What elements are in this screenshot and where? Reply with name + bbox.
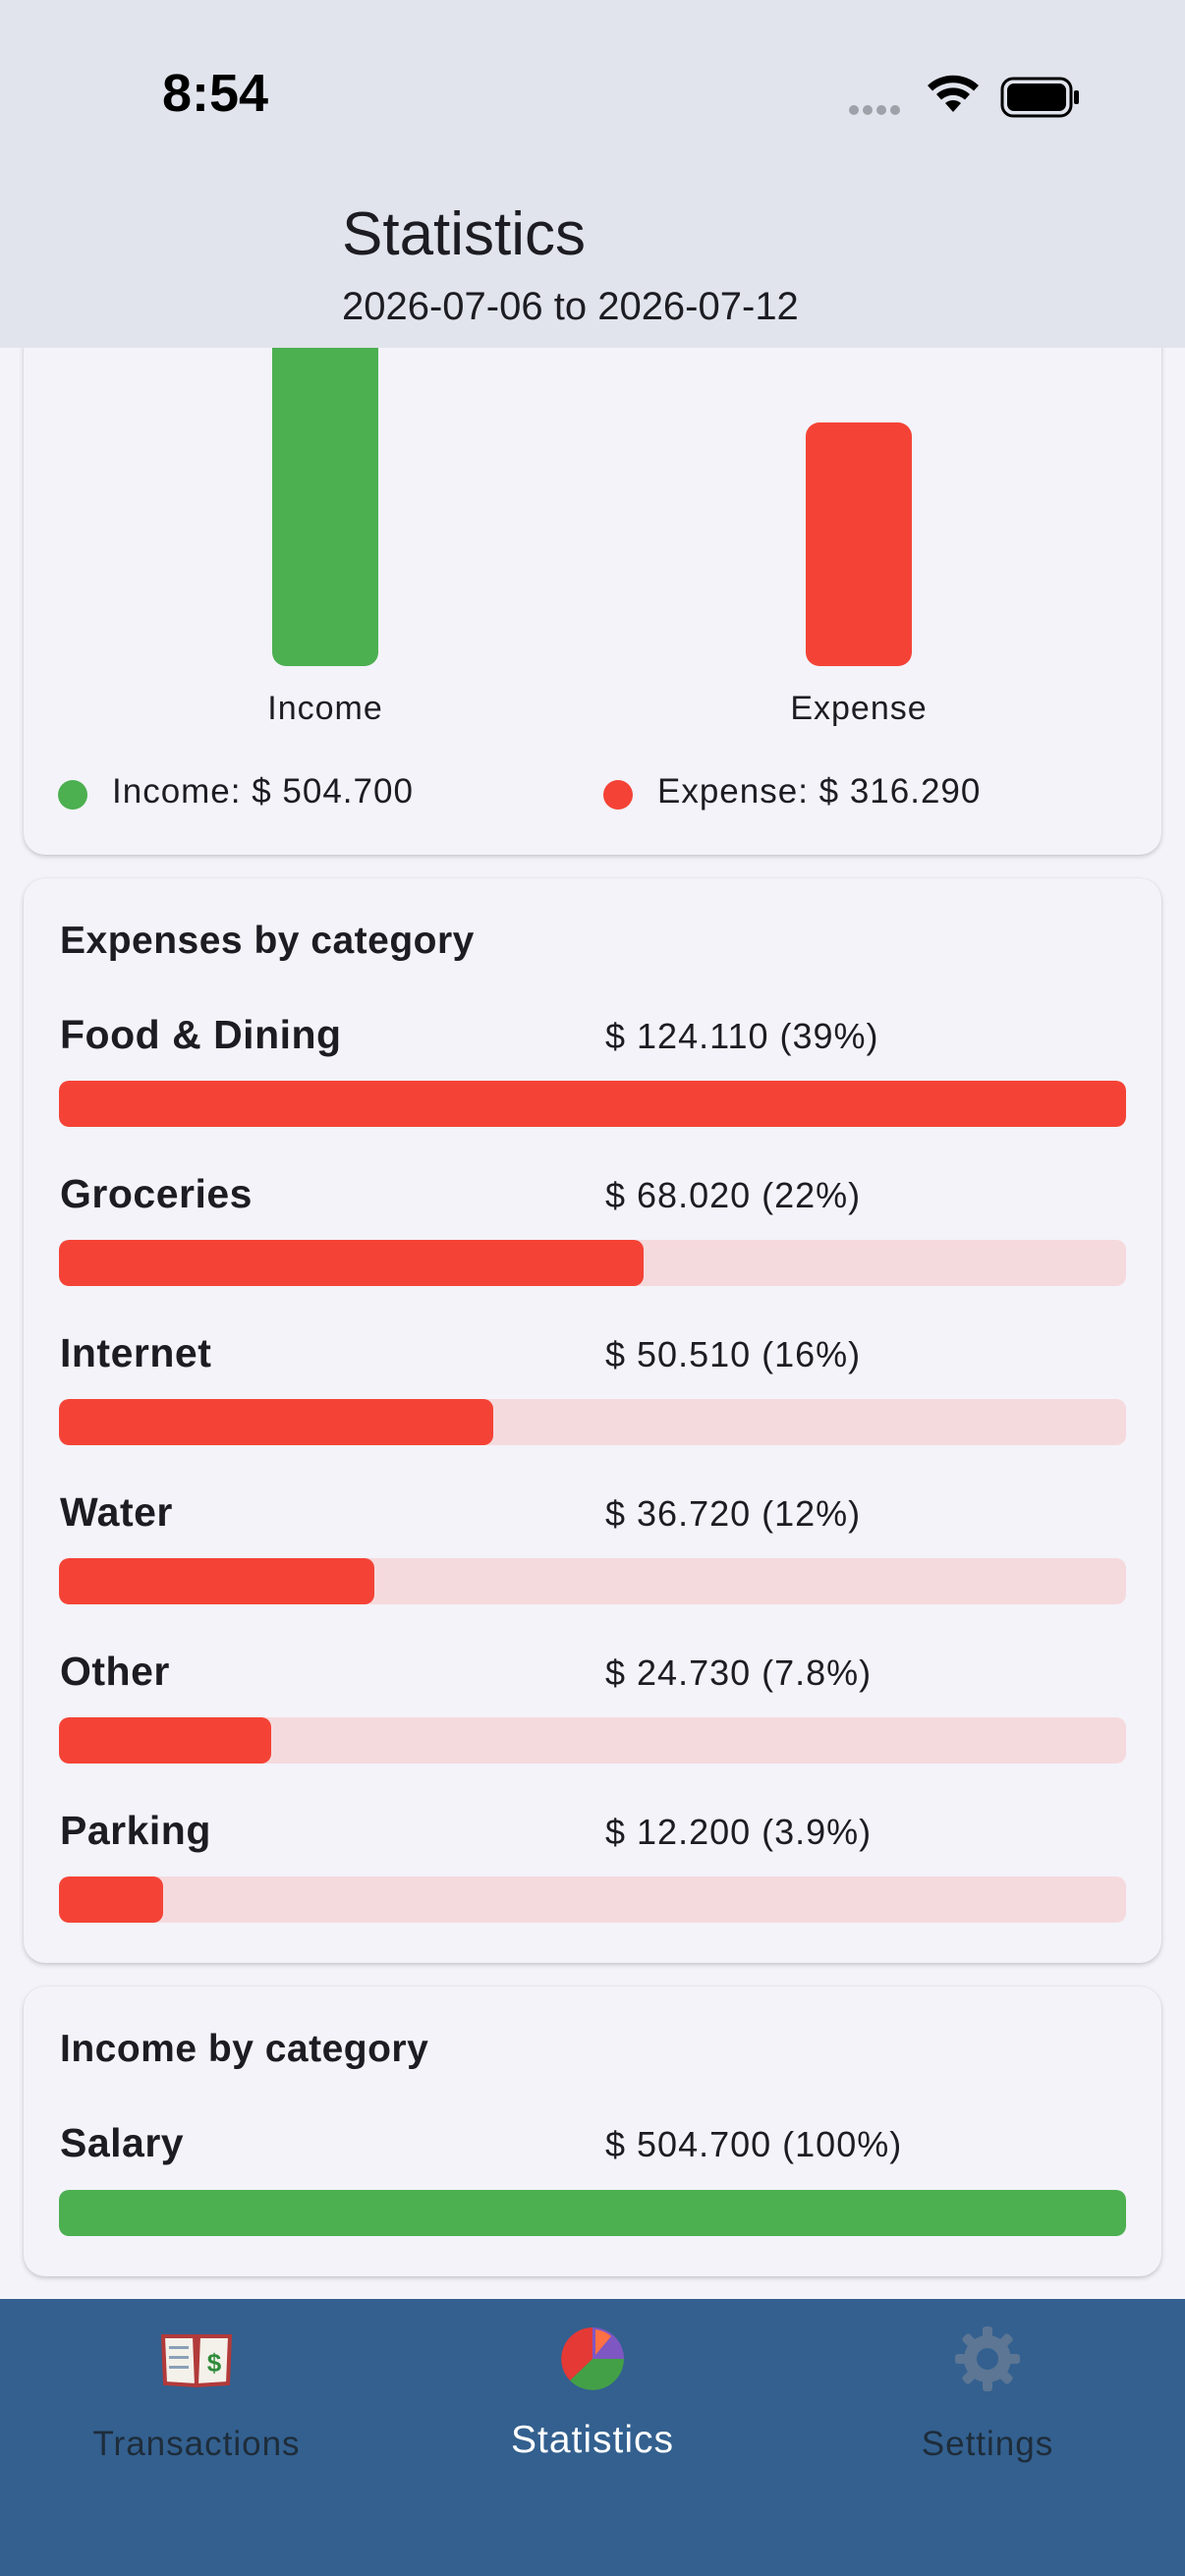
category-value: $ 24.730 (7.8%) (605, 1652, 873, 1693)
category-value: $ 50.510 (16%) (605, 1334, 862, 1374)
income-legend-text: Income: $ 504.700 (112, 772, 414, 811)
category-progress-track (59, 2190, 1126, 2236)
income-by-category-card: Income by category Salary $ 504.700 (100… (24, 1987, 1161, 2276)
cellular-signal-icon (849, 102, 904, 120)
app-header: 8:54 Statistics 2026-07-06 to 2026-07-12 (0, 0, 1185, 348)
expenses-by-category-card: Expenses by category Food & Dining $ 124… (24, 878, 1161, 1963)
ledger-dollar-icon: $ (160, 2334, 233, 2388)
status-bar-icons (849, 73, 1085, 120)
pie-chart-icon (561, 2327, 624, 2390)
nav-label: Settings (921, 2425, 1054, 2463)
category-progress-fill (59, 1240, 645, 1286)
category-name: Water (60, 1489, 173, 1535)
category-progress-fill (59, 2190, 1126, 2236)
page-title: Statistics (342, 200, 587, 268)
category-progress-fill (59, 1081, 1126, 1127)
nav-item-settings[interactable]: Settings (811, 2299, 1164, 2495)
nav-label: Transactions (92, 2425, 301, 2463)
income-legend-dot (58, 780, 87, 810)
category-progress-fill (59, 1558, 375, 1604)
nav-item-transactions[interactable]: $ Transactions (20, 2299, 373, 2495)
income-section-title: Income by category (60, 2028, 429, 2070)
expense-legend-dot (603, 780, 633, 810)
category-progress-track (59, 1081, 1126, 1127)
expense-bar (806, 422, 912, 666)
category-value: $ 12.200 (3.9%) (605, 1812, 873, 1852)
category-value: $ 36.720 (12%) (605, 1493, 862, 1534)
bottom-navigation: $ Transactions Statistics Settings (0, 2299, 1185, 2576)
category-value: $ 68.020 (22%) (605, 1175, 862, 1215)
category-value: $ 504.700 (100%) (605, 2124, 903, 2164)
category-progress-track (59, 1876, 1126, 1923)
nav-item-statistics[interactable]: Statistics (416, 2299, 769, 2495)
status-bar-time: 8:54 (162, 64, 269, 123)
category-name: Internet (60, 1330, 212, 1375)
battery-icon (1000, 77, 1079, 118)
category-progress-track (59, 1240, 1126, 1286)
category-progress-fill (59, 1876, 164, 1923)
category-value: $ 124.110 (39%) (605, 1016, 879, 1056)
nav-label: Statistics (510, 2419, 675, 2461)
wifi-icon (928, 75, 979, 112)
category-progress-fill (59, 1717, 272, 1764)
date-range: 2026-07-06 to 2026-07-12 (342, 285, 799, 328)
income-bar-label: Income (267, 690, 383, 727)
category-name: Parking (60, 1808, 211, 1853)
category-name: Other (60, 1649, 170, 1694)
category-name: Salary (60, 2120, 185, 2165)
expense-bar-label: Expense (790, 690, 928, 727)
gear-icon (955, 2326, 1020, 2391)
expense-legend-text: Expense: $ 316.290 (657, 772, 982, 811)
category-progress-track (59, 1717, 1126, 1764)
category-progress-fill (59, 1399, 493, 1445)
category-name: Groceries (60, 1171, 253, 1216)
category-progress-track (59, 1399, 1126, 1445)
category-name: Food & Dining (60, 1012, 342, 1057)
category-progress-track (59, 1558, 1126, 1604)
expenses-section-title: Expenses by category (60, 920, 475, 962)
svg-text:$: $ (207, 2348, 222, 2378)
